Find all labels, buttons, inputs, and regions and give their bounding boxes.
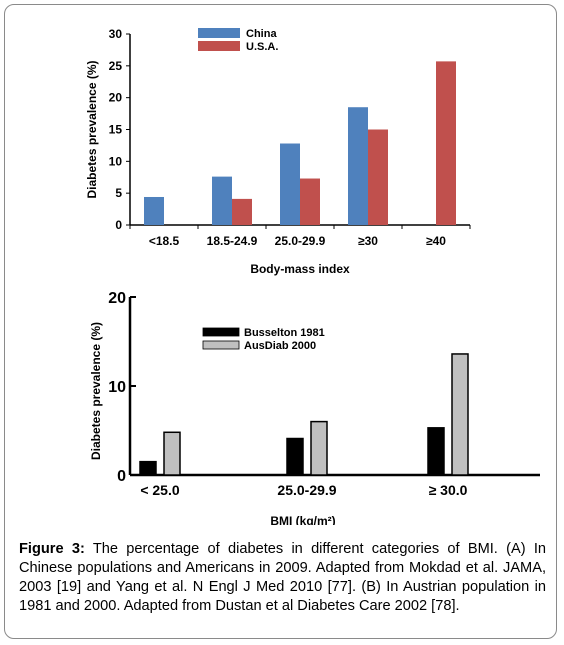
bar-u-s-a- [368, 129, 388, 225]
y-tick-label: 20 [108, 290, 126, 307]
bar-ausdiab-2000 [451, 353, 469, 476]
bar-ausdiab-2000 [310, 420, 328, 476]
legend-swatch [202, 340, 240, 350]
y-tick-label: 10 [109, 154, 123, 168]
x-tick-label: 25.0-29.9 [277, 482, 336, 498]
x-axis-label: BMI (kg/m²) [270, 514, 335, 525]
legend-swatch [202, 327, 240, 337]
y-tick-label: 5 [115, 186, 122, 200]
bar-u-s-a- [300, 178, 320, 225]
bar-busselton-1981 [139, 460, 157, 476]
y-axis-label: Diabetes prevalence (%) [85, 60, 99, 198]
y-tick-label: 15 [109, 123, 123, 137]
figure-caption: Figure 3: The percentage of diabetes in … [19, 540, 546, 616]
y-tick-label: 20 [109, 91, 123, 105]
bar-china [348, 107, 368, 225]
figure-frame [4, 4, 557, 639]
chart-a: 0 5 10 15 20 25 30 <18.5 18.5-24.9 25.0-29.9 ≥30 ≥4… [85, 27, 471, 276]
y-tick-label: 10 [108, 379, 126, 396]
legend-label: U.S.A. [246, 41, 278, 53]
bar-china [280, 143, 300, 225]
caption-text: The percentage of diabetes in different … [19, 541, 547, 614]
x-tick-label: < 25.0 [140, 482, 180, 498]
x-tick-label: ≥ 30.0 [429, 482, 468, 498]
legend-swatch [198, 41, 240, 51]
legend-swatch [198, 28, 240, 38]
bar-u-s-a- [436, 61, 456, 226]
x-tick-label: ≥30 [358, 234, 378, 248]
legend-label: AusDiab 2000 [244, 340, 316, 352]
bar-u-s-a- [232, 198, 252, 225]
x-tick-label: 18.5-24.9 [207, 234, 258, 248]
legend-label: China [246, 28, 277, 40]
y-tick-label: 0 [115, 218, 122, 232]
caption-label: Figure 3: [19, 541, 85, 557]
y-tick-label: 25 [109, 59, 123, 73]
x-tick-label: ≥40 [426, 234, 446, 248]
x-tick-label: <18.5 [149, 234, 180, 248]
y-axis-label: Diabetes prevalence (%) [89, 322, 103, 460]
x-tick-label: 25.0-29.9 [275, 234, 326, 248]
x-axis-label: Body-mass index [250, 262, 350, 276]
bar-china [212, 176, 232, 225]
bar-ausdiab-2000 [163, 431, 181, 476]
legend-label: Busselton 1981 [244, 327, 325, 339]
bar-china [144, 196, 164, 225]
bar-busselton-1981 [427, 427, 445, 476]
chart-b: 0 10 20 < 25.0 25.0-29.9 ≥ 30.0 Diabetes preva… [89, 290, 540, 525]
y-tick-label: 30 [109, 27, 123, 41]
y-tick-label: 0 [117, 468, 126, 485]
bar-busselton-1981 [286, 437, 304, 476]
